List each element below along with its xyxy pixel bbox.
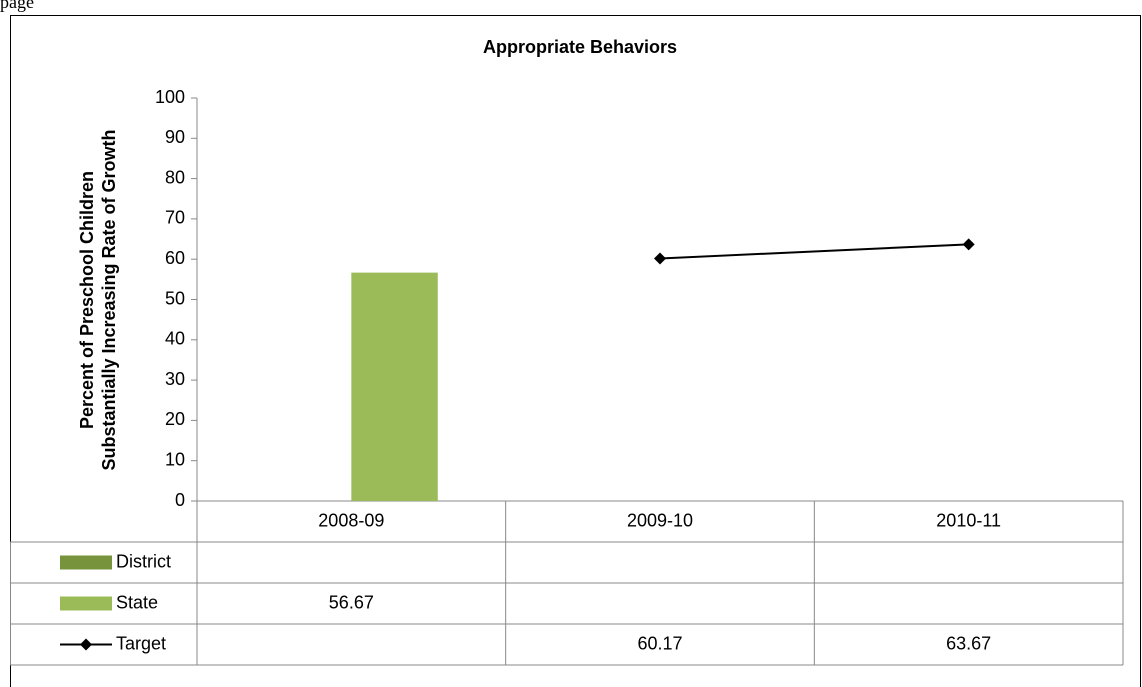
table-value: 56.67 — [329, 592, 374, 612]
line-marker — [654, 252, 666, 265]
y-tick-label: 10 — [165, 449, 185, 469]
x-tick-label: 2009-10 — [627, 510, 693, 530]
table-value: 63.67 — [946, 633, 991, 653]
line-marker — [962, 238, 975, 251]
legend-label: District — [116, 551, 171, 571]
x-tick-label: 2010-11 — [936, 510, 1001, 530]
legend-key — [60, 596, 112, 611]
legend-label: State — [116, 592, 158, 612]
chart-title: Appropriate Behaviors — [483, 37, 677, 57]
y-tick-label: 30 — [165, 369, 185, 389]
x-tick-label: 2008-09 — [318, 510, 384, 530]
line-marker — [80, 638, 92, 651]
y-tick-label: 40 — [165, 329, 185, 349]
y-tick-label: 60 — [165, 248, 185, 268]
y-tick-label: 100 — [155, 87, 185, 107]
y-tick-label: 90 — [165, 127, 185, 147]
y-label-line: Substantially Increasing Rate of Growth — [99, 129, 119, 470]
page-fragment: page — [0, 0, 34, 12]
y-tick-label: 50 — [165, 288, 185, 308]
y-tick-label: 20 — [165, 409, 185, 429]
chart-frame — [10, 15, 1141, 687]
target-line — [659, 243, 969, 260]
bar — [351, 272, 438, 501]
legend-key — [60, 555, 112, 570]
legend-label: Target — [116, 633, 166, 653]
y-tick-label: 0 — [175, 490, 185, 510]
y-tick-label: 80 — [165, 167, 185, 187]
y-axis-title: Percent of Preschool Children Substantia… — [77, 129, 119, 470]
y-tick-label: 70 — [165, 208, 185, 228]
y-label-line: Percent of Preschool Children — [77, 171, 97, 429]
table-value: 60.17 — [637, 633, 682, 653]
